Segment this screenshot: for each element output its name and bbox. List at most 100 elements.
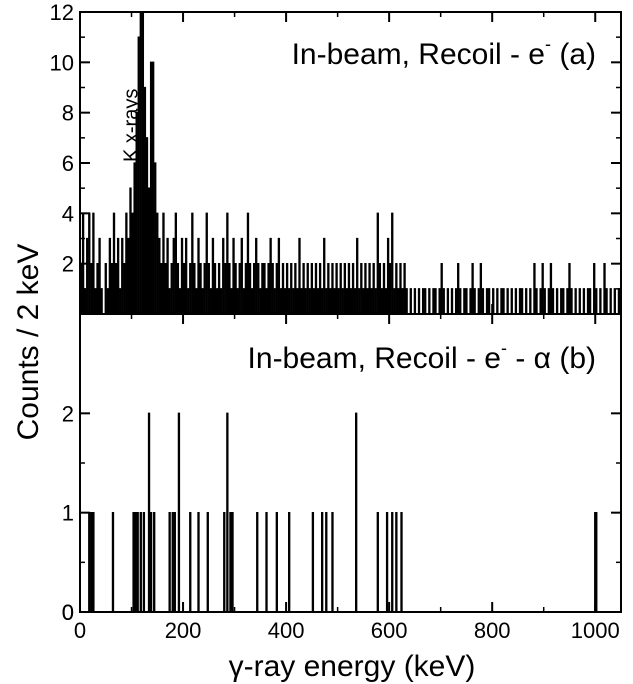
x-axis-label: γ-ray energy (keV): [229, 650, 476, 683]
histogram-bar-a-117: [320, 288, 324, 314]
histogram-bar-a-30: [141, 11, 145, 314]
histogram-bar-a-144: [376, 212, 379, 314]
histogram-bar-a-98: [281, 263, 285, 314]
histogram-bar-a-224: [541, 263, 544, 314]
histogram-bar-a-172: [434, 288, 437, 314]
histogram-bar-b-11: [153, 512, 156, 612]
histogram-bar-a-109: [304, 288, 307, 314]
histogram-bar-a-184: [459, 288, 462, 314]
x-tick-label-800: 800: [474, 618, 511, 643]
histogram-bar-a-190: [471, 263, 474, 314]
histogram-bar-a-81: [246, 212, 250, 314]
histogram-bar-b-12: [168, 512, 171, 612]
histogram-bar-a-220: [533, 263, 536, 314]
histogram-bar-a-96: [277, 237, 281, 314]
panel-a-title: In-beam, Recoil - e- (a): [292, 34, 596, 71]
histogram-bar-a-124: [335, 263, 338, 314]
histogram-bar-a-27: [135, 112, 138, 314]
histogram-bar-a-112: [310, 263, 314, 314]
histogram-bar-a-108: [302, 263, 305, 314]
histogram-bar-b-14: [173, 512, 176, 612]
histogram-bar-a-100: [285, 263, 289, 314]
histogram-bar-a-180: [450, 288, 454, 314]
histogram-bar-a-70: [224, 263, 227, 314]
histogram-bar-a-69: [222, 237, 225, 314]
histogram-bar-a-9: [98, 237, 101, 314]
histogram-bar-a-20: [121, 237, 124, 314]
histogram-bar-a-78: [240, 237, 243, 314]
histogram-bar-a-2: [83, 288, 87, 314]
histogram-bar-a-3: [86, 237, 89, 314]
histogram-bar-a-234: [562, 288, 565, 314]
histogram-bar-b-30: [331, 512, 334, 612]
y-tick-label-b-1: 1: [62, 501, 74, 526]
histogram-bar-a-221: [535, 288, 538, 314]
histogram-bar-a-22: [125, 212, 128, 314]
histogram-bar-a-153: [395, 263, 398, 314]
histogram-bar-a-57: [197, 237, 200, 314]
histogram-bar-a-42: [166, 237, 169, 314]
histogram-bar-a-0: [79, 263, 83, 314]
histogram-bar-a-246: [586, 288, 590, 314]
histogram-bar-a-8: [96, 263, 99, 314]
histogram-bar-a-238: [570, 288, 573, 314]
histogram-bar-a-77: [238, 263, 241, 314]
histogram-bar-a-89: [263, 263, 266, 314]
histogram-bar-a-46: [174, 212, 177, 314]
histogram-bar-a-171: [432, 288, 435, 314]
histogram-bar-a-104: [294, 263, 297, 314]
histogram-bar-a-54: [191, 212, 194, 314]
x-tick-label-0: 0: [74, 618, 86, 643]
y-tick-label-a-12: 12: [50, 0, 74, 25]
histogram-bar-a-142: [372, 263, 375, 314]
histogram-bar-a-33: [147, 187, 151, 314]
histogram-bar-b-9: [147, 412, 151, 612]
histogram-bar-a-123: [333, 288, 336, 314]
histogram-bar-a-68: [220, 288, 223, 314]
histogram-bar-a-204: [500, 288, 503, 314]
histogram-bar-a-198: [487, 288, 491, 314]
histogram-bar-a-12: [104, 263, 107, 314]
histogram-bar-a-23: [127, 237, 130, 314]
histogram-bar-a-110: [306, 263, 309, 314]
histogram-bar-a-45: [172, 237, 175, 314]
histogram-bar-a-146: [380, 288, 384, 314]
histogram-bar-b-28: [320, 512, 324, 612]
histogram-bar-a-138: [364, 263, 367, 314]
histogram-bar-a-228: [549, 263, 553, 314]
histogram-bar-a-140: [368, 263, 371, 314]
k-xrays-annotation: K x-rays: [121, 89, 143, 162]
histogram-bar-a-34: [149, 61, 153, 314]
histogram-bar-b-20: [226, 412, 229, 612]
y-tick-label-b-2: 2: [62, 401, 74, 426]
histogram-bar-b-4: [132, 512, 135, 612]
histogram-bar-b-25: [275, 512, 278, 612]
histogram-bar-a-154: [397, 288, 400, 314]
histogram-bar-a-102: [290, 263, 293, 314]
y-tick-label-a-4: 4: [62, 201, 74, 226]
histogram-bar-a-207: [506, 288, 509, 314]
histogram-bar-a-97: [279, 288, 283, 314]
histogram-bar-a-4: [88, 212, 91, 314]
histogram-bar-a-218: [529, 288, 532, 314]
histogram-bar-a-44: [170, 263, 173, 314]
histogram-bar-a-29: [139, 11, 142, 314]
histogram-bar-a-139: [366, 288, 369, 314]
histogram-bar-a-129: [345, 288, 349, 314]
histogram-bar-a-115: [316, 288, 320, 314]
histogram-bar-a-32: [145, 137, 149, 314]
histogram-bar-a-149: [386, 237, 390, 314]
histogram-bar-a-194: [479, 263, 483, 314]
histogram-bar-b-36: [400, 512, 403, 612]
histogram-bar-a-249: [593, 263, 596, 314]
histogram-bar-a-134: [356, 237, 359, 314]
histogram-bar-b-7: [139, 512, 142, 612]
histogram-bar-a-35: [151, 61, 155, 314]
histogram-bar-a-147: [382, 263, 386, 314]
histogram-bar-b-22: [231, 512, 234, 612]
histogram-bar-a-90: [265, 288, 268, 314]
histogram-bar-a-252: [599, 288, 602, 314]
histogram-bar-a-240: [574, 288, 577, 314]
histogram-bar-b-32: [376, 512, 379, 612]
histogram-bar-a-1: [81, 212, 85, 314]
